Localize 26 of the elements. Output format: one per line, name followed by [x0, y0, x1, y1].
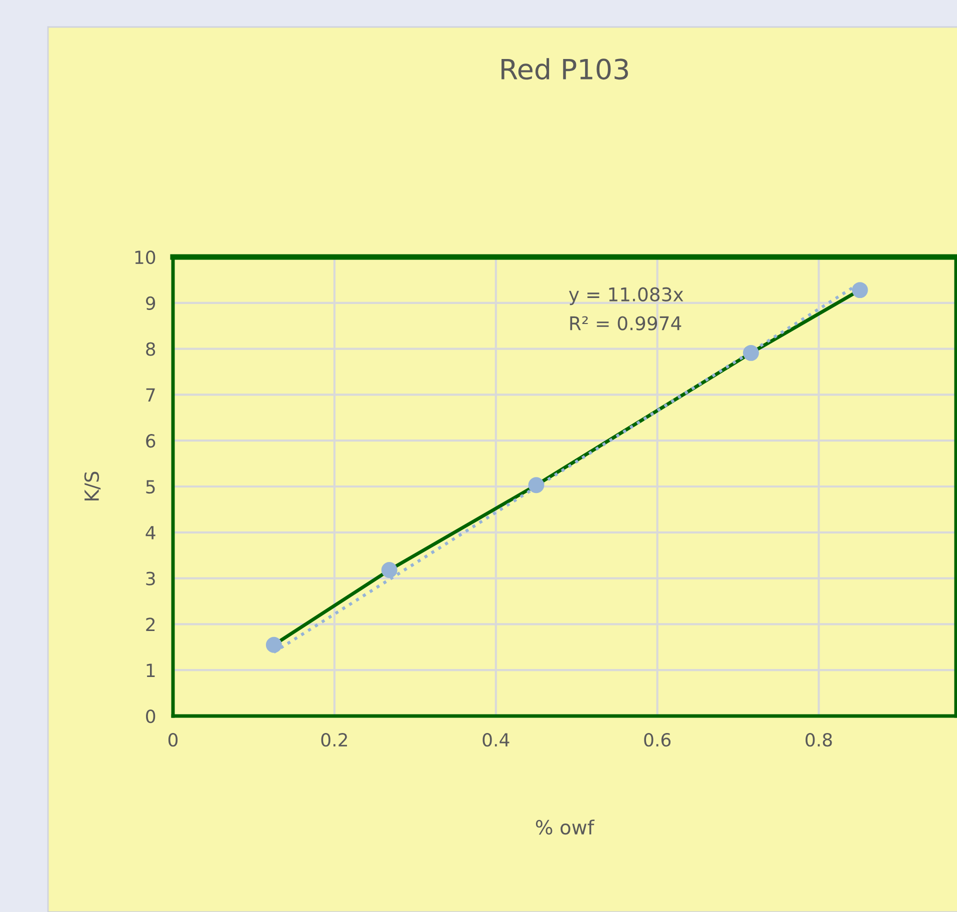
- y-tick-label: 5: [146, 480, 155, 494]
- chart-title: Red P103: [502, 58, 628, 80]
- y-tick-label: 1: [146, 664, 155, 677]
- x-axis-title: % owf: [536, 820, 595, 835]
- annotation: R² = 0.9974: [570, 316, 682, 330]
- point: [381, 562, 398, 578]
- point: [266, 636, 282, 653]
- annotation: y = 11.083x: [568, 287, 684, 306]
- y-tick-label: 0: [146, 709, 156, 724]
- point: [742, 344, 759, 361]
- x-tick-label: 0.4: [482, 732, 510, 747]
- x-tick-label: 0.8: [806, 732, 832, 747]
- y-tick-label: 9: [146, 296, 156, 310]
- point: [528, 477, 544, 494]
- y-tick-label: 8: [146, 342, 156, 356]
- x-tick-label: 0.2: [321, 732, 347, 747]
- y-tick-label: 6: [146, 434, 156, 448]
- y-tick-label: 2: [146, 618, 155, 632]
- y-tick-label: 4: [146, 526, 156, 540]
- y-axis-title: K/S: [84, 472, 101, 500]
- y-tick-label: 3: [146, 572, 155, 586]
- x-tick-label: 0: [168, 732, 178, 747]
- y-tick-label: 7: [146, 388, 155, 402]
- y-tick-label: 10: [135, 250, 156, 264]
- point: [852, 282, 868, 298]
- x-tick-label: 0.6: [644, 732, 671, 747]
